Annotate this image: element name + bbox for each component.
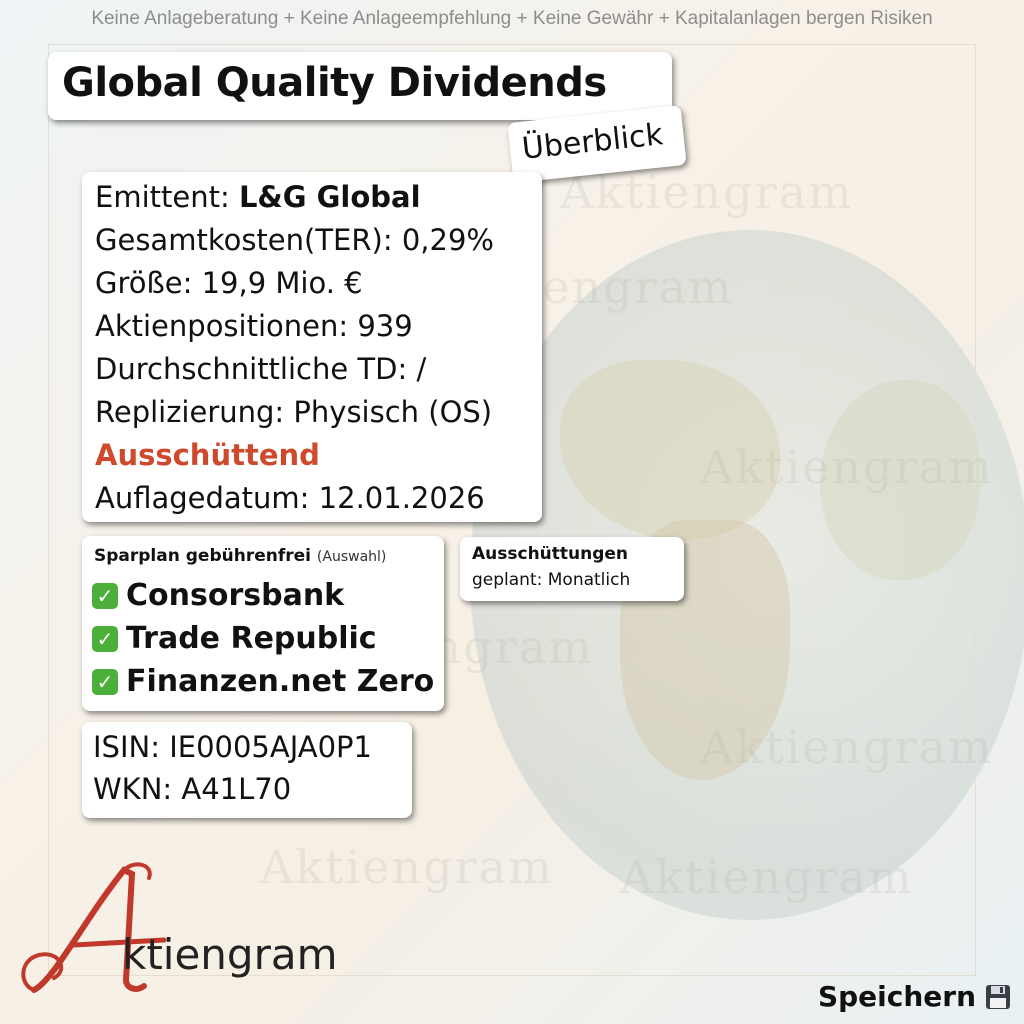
watermark: Aktiengram [560, 165, 854, 219]
globe-landmass [560, 360, 780, 540]
checkmark-icon: ✓ [92, 668, 118, 695]
wkn-line: WKN: A41L70 [93, 772, 292, 806]
replication-line: Replizierung: Physisch (OS) [95, 395, 493, 429]
positions-line: Aktienpositionen: 939 [95, 309, 413, 343]
issuer-line: Emittent: L&G Global [95, 180, 421, 214]
watermark: Aktiengram [700, 720, 994, 774]
page-title: Global Quality Dividends [62, 60, 607, 106]
broker-name: Consorsbank [126, 578, 345, 613]
broker-item: ✓ Consorsbank [92, 578, 344, 613]
title-card: Global Quality Dividends [48, 52, 672, 120]
issuer-value: L&G Global [238, 180, 421, 214]
savings-plan-title: Sparplan gebührenfrei [94, 546, 311, 566]
overview-label: Überblick [520, 117, 665, 167]
identifiers-card: ISIN: IE0005AJA0P1 WKN: A41L70 [82, 722, 412, 818]
savings-plan-heading: Sparplan gebührenfrei (Auswahl) [94, 546, 386, 566]
broker-item: ✓ Finanzen.net Zero [92, 664, 434, 699]
size-line: Größe: 19,9 Mio. € [95, 266, 363, 300]
savings-plan-note: (Auswahl) [316, 549, 387, 565]
distribution-type: Ausschüttend [95, 438, 320, 472]
distributions-heading: Ausschüttungen [472, 544, 629, 564]
save-button[interactable]: Speichern [818, 980, 1012, 1013]
broker-name: Finanzen.net Zero [126, 664, 435, 699]
checkmark-icon: ✓ [92, 582, 118, 609]
watermark: Aktiengram [260, 840, 554, 894]
ter-line: Gesamtkosten(TER): 0,29% [95, 223, 494, 257]
avg-td-line: Durchschnittliche TD: / [95, 352, 427, 386]
broker-item: ✓ Trade Republic [92, 621, 377, 656]
globe-landmass [820, 380, 980, 580]
distributions-card: Ausschüttungen geplant: Monatlich [460, 537, 684, 601]
aktiengram-logo-icon [21, 862, 167, 993]
save-label: Speichern [817, 980, 976, 1013]
background-frame [48, 44, 976, 976]
launch-date-line: Auflagedatum: 12.01.2026 [95, 481, 485, 515]
disclaimer-text: Keine Anlageberatung + Keine Anlageempfe… [91, 8, 933, 29]
watermark: Aktiengram [700, 440, 994, 494]
distributions-frequency: geplant: Monatlich [472, 570, 631, 590]
watermark: Aktiengram [620, 850, 914, 904]
fund-info-card: Emittent: L&G Global Gesamtkosten(TER): … [82, 172, 542, 522]
savings-plan-card: Sparplan gebührenfrei (Auswahl) ✓ Consors… [82, 536, 444, 711]
broker-name: Trade Republic [126, 621, 377, 656]
checkmark-icon: ✓ [92, 625, 118, 652]
brand-name: ktiengram [122, 930, 338, 979]
issuer-label: Emittent: [95, 180, 239, 214]
isin-line: ISIN: IE0005AJA0P1 [93, 730, 372, 764]
floppy-disk-icon [986, 984, 1010, 1009]
